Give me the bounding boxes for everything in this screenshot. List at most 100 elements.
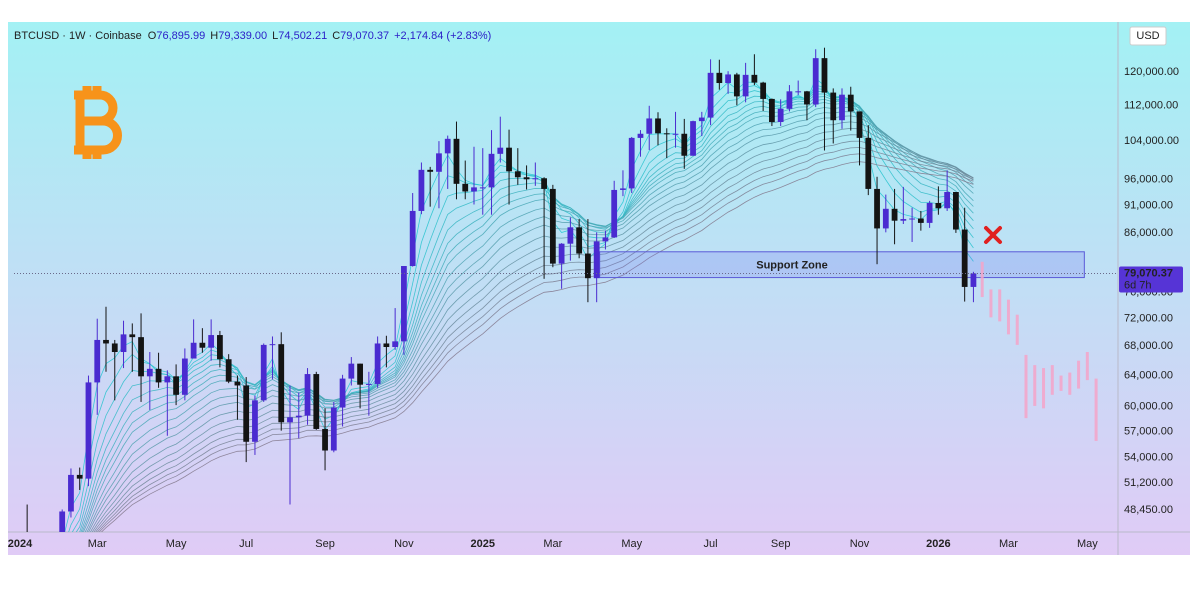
y-tick-label: 51,200.00 — [1124, 477, 1173, 489]
candle-body — [225, 359, 232, 382]
candle-body — [357, 363, 363, 385]
x-tick-label: Nov — [850, 538, 870, 550]
candle-body — [190, 342, 197, 359]
candle-body — [532, 178, 539, 180]
candle-body — [961, 229, 968, 287]
candle-body — [567, 227, 574, 244]
y-tick-label: 68,000.00 — [1124, 340, 1173, 352]
x-tick-label: May — [621, 538, 642, 550]
ohlc-key: C — [332, 30, 340, 42]
candle-body — [103, 339, 109, 344]
ema-line — [83, 102, 974, 532]
candle-body — [865, 137, 872, 189]
candle-body — [444, 138, 451, 154]
y-tick-label: 104,000.00 — [1124, 135, 1179, 147]
candle-body — [663, 133, 670, 135]
ema-line — [100, 161, 974, 532]
candle-body — [576, 227, 583, 254]
candle-body — [611, 189, 618, 238]
countdown-label: 6d 7h — [1124, 279, 1152, 291]
ema-line — [89, 121, 974, 532]
candle-body — [120, 334, 127, 353]
candle-body — [891, 208, 898, 221]
ema-line — [96, 147, 974, 532]
candle-body — [462, 183, 469, 192]
candle-body — [243, 385, 250, 442]
candle-body — [365, 383, 372, 385]
candle-body — [295, 415, 302, 418]
candle-body — [181, 358, 188, 395]
plot-area — [14, 47, 1118, 584]
candle-body — [313, 374, 320, 429]
candle-body — [269, 344, 276, 346]
candle-body — [479, 187, 486, 189]
x-tick-label: May — [1077, 538, 1098, 550]
candle-body — [401, 266, 407, 342]
red-cross — [984, 226, 1002, 244]
candle-body — [847, 94, 854, 112]
x-tick-label: 2024 — [8, 538, 33, 550]
candle-body — [138, 337, 144, 377]
projection-bar — [1059, 375, 1063, 391]
candle-body — [129, 334, 136, 338]
candle-body — [199, 342, 206, 348]
projection-bar — [1085, 352, 1089, 381]
candle-body — [155, 368, 162, 383]
candle-body — [436, 153, 442, 172]
ema-line — [91, 127, 974, 532]
candle-body — [620, 188, 626, 190]
projection-bar — [1094, 378, 1098, 441]
x-tick-label: Nov — [394, 538, 414, 550]
candle-body — [252, 400, 258, 442]
projection-bar — [1015, 314, 1019, 345]
candle-body — [602, 237, 609, 242]
candle-body — [488, 153, 495, 188]
x-tick-label: 2025 — [471, 538, 495, 550]
candle-body — [42, 579, 48, 584]
projection-bar — [1024, 354, 1028, 419]
candle-body — [856, 111, 863, 138]
candle-body — [374, 343, 381, 384]
candle-body — [926, 202, 933, 223]
candle-body — [628, 137, 635, 189]
candle-body — [935, 202, 942, 209]
x-tick-label: Sep — [315, 538, 335, 550]
candle-body — [392, 341, 399, 348]
x-tick-label: Mar — [543, 538, 562, 550]
candle-body — [523, 177, 530, 180]
projection-bar — [1042, 368, 1046, 409]
candle-body — [146, 368, 153, 377]
candle-body — [593, 241, 600, 279]
candle-body — [514, 171, 521, 178]
candle-body — [874, 188, 880, 229]
candle-body — [111, 343, 118, 353]
y-tick-label: 60,000.00 — [1124, 401, 1173, 413]
candle-body — [427, 169, 434, 172]
change: +2,174.84 (+2.83%) — [394, 30, 491, 42]
candle-body — [585, 253, 591, 279]
candle-body — [786, 91, 793, 109]
bitcoin-logo — [74, 86, 122, 159]
candle-body — [24, 558, 30, 583]
x-tick-label: Jul — [704, 538, 718, 550]
candle-body — [383, 343, 390, 348]
currency-box — [1129, 26, 1167, 46]
y-tick-label: 91,000.00 — [1124, 200, 1173, 212]
projection-bar — [1077, 360, 1081, 389]
ema-line — [84, 106, 974, 532]
candle-body — [497, 147, 504, 154]
candle-body — [637, 133, 644, 138]
x-tick-label: Jul — [239, 538, 253, 550]
ohlc-key: H — [210, 30, 218, 42]
x-tick-label: Sep — [771, 538, 791, 550]
candle-body — [707, 72, 714, 118]
candle-body — [882, 208, 889, 229]
ohlc-value: 76,895.99 — [156, 30, 205, 42]
candle-body — [234, 381, 241, 386]
candle-body — [830, 92, 837, 121]
candle-body — [698, 117, 705, 122]
candle-body — [900, 219, 907, 221]
candle-body — [208, 335, 215, 348]
candle-body — [970, 273, 977, 287]
